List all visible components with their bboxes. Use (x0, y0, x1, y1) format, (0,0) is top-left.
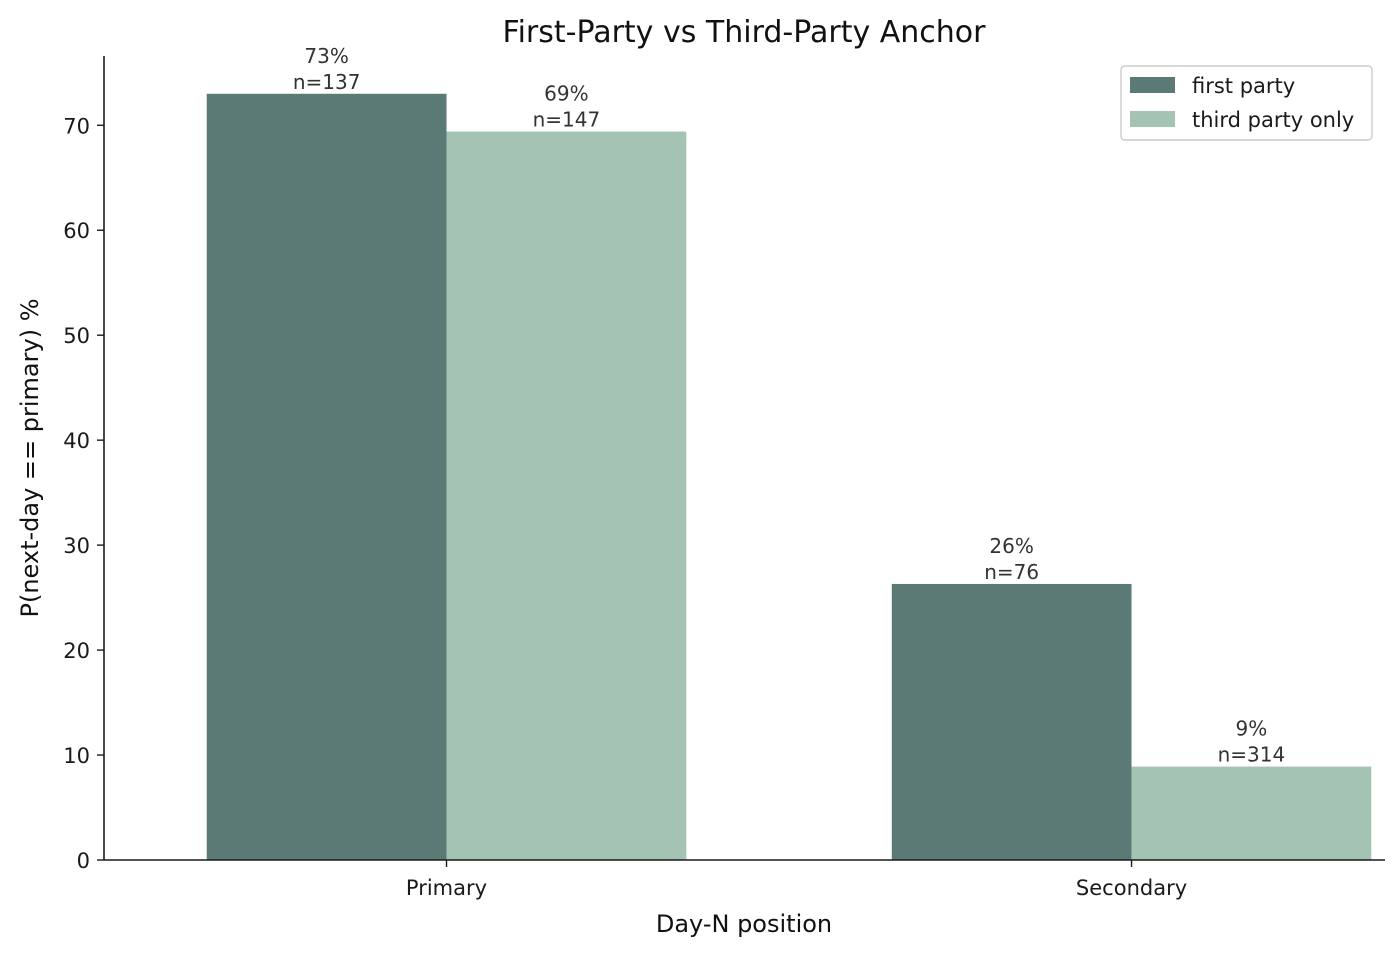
chart-title: First-Party vs Third-Party Anchor (503, 15, 987, 50)
bar-first-party-secondary (891, 583, 1132, 860)
bar-first-party-primary (206, 93, 447, 861)
x-axis-title: Day-N position (656, 910, 832, 938)
bar-label-n: n=76 (984, 560, 1039, 584)
bar-third-party-only-primary (446, 131, 687, 861)
x-tick-label: Secondary (1076, 876, 1187, 900)
bar-label-pct: 69% (544, 82, 588, 106)
y-tick-label: 70 (63, 114, 90, 138)
legend-label-third-party-only: third party only (1192, 108, 1354, 132)
bar-label-n: n=147 (533, 108, 601, 132)
y-tick-label: 20 (63, 639, 90, 663)
bar-label-pct: 73% (304, 44, 348, 68)
y-tick-label: 60 (63, 219, 90, 243)
legend: first party third party only (1120, 65, 1373, 141)
x-ticks-group: Primary Secondary (406, 860, 1187, 900)
legend-swatch-first-party (1130, 77, 1175, 93)
bar-labels-group: 73%n=137 26%n=76 69%n=147 9%n=314 (293, 44, 1285, 767)
bar-label-pct: 9% (1236, 717, 1268, 741)
legend-swatch-third-party-only (1130, 111, 1175, 127)
y-tick-label: 0 (77, 849, 90, 873)
legend-label-first-party: first party (1192, 74, 1295, 98)
y-tick-label: 30 (63, 534, 90, 558)
y-tick-label: 40 (63, 429, 90, 453)
legend-frame (1120, 65, 1373, 141)
y-tick-label: 50 (63, 324, 90, 348)
bar-label-n: n=314 (1218, 743, 1286, 767)
bar-label-pct: 26% (989, 534, 1033, 558)
x-tick-label: Primary (406, 876, 487, 900)
bars-group (206, 93, 1372, 861)
y-tick-label: 10 (63, 744, 90, 768)
y-ticks-group: 0 10 20 30 40 50 60 70 (63, 114, 104, 873)
y-axis-title: P(next-day == primary) % (16, 298, 44, 617)
bar-third-party-only-secondary (1131, 766, 1372, 860)
bar-label-n: n=137 (293, 70, 361, 94)
